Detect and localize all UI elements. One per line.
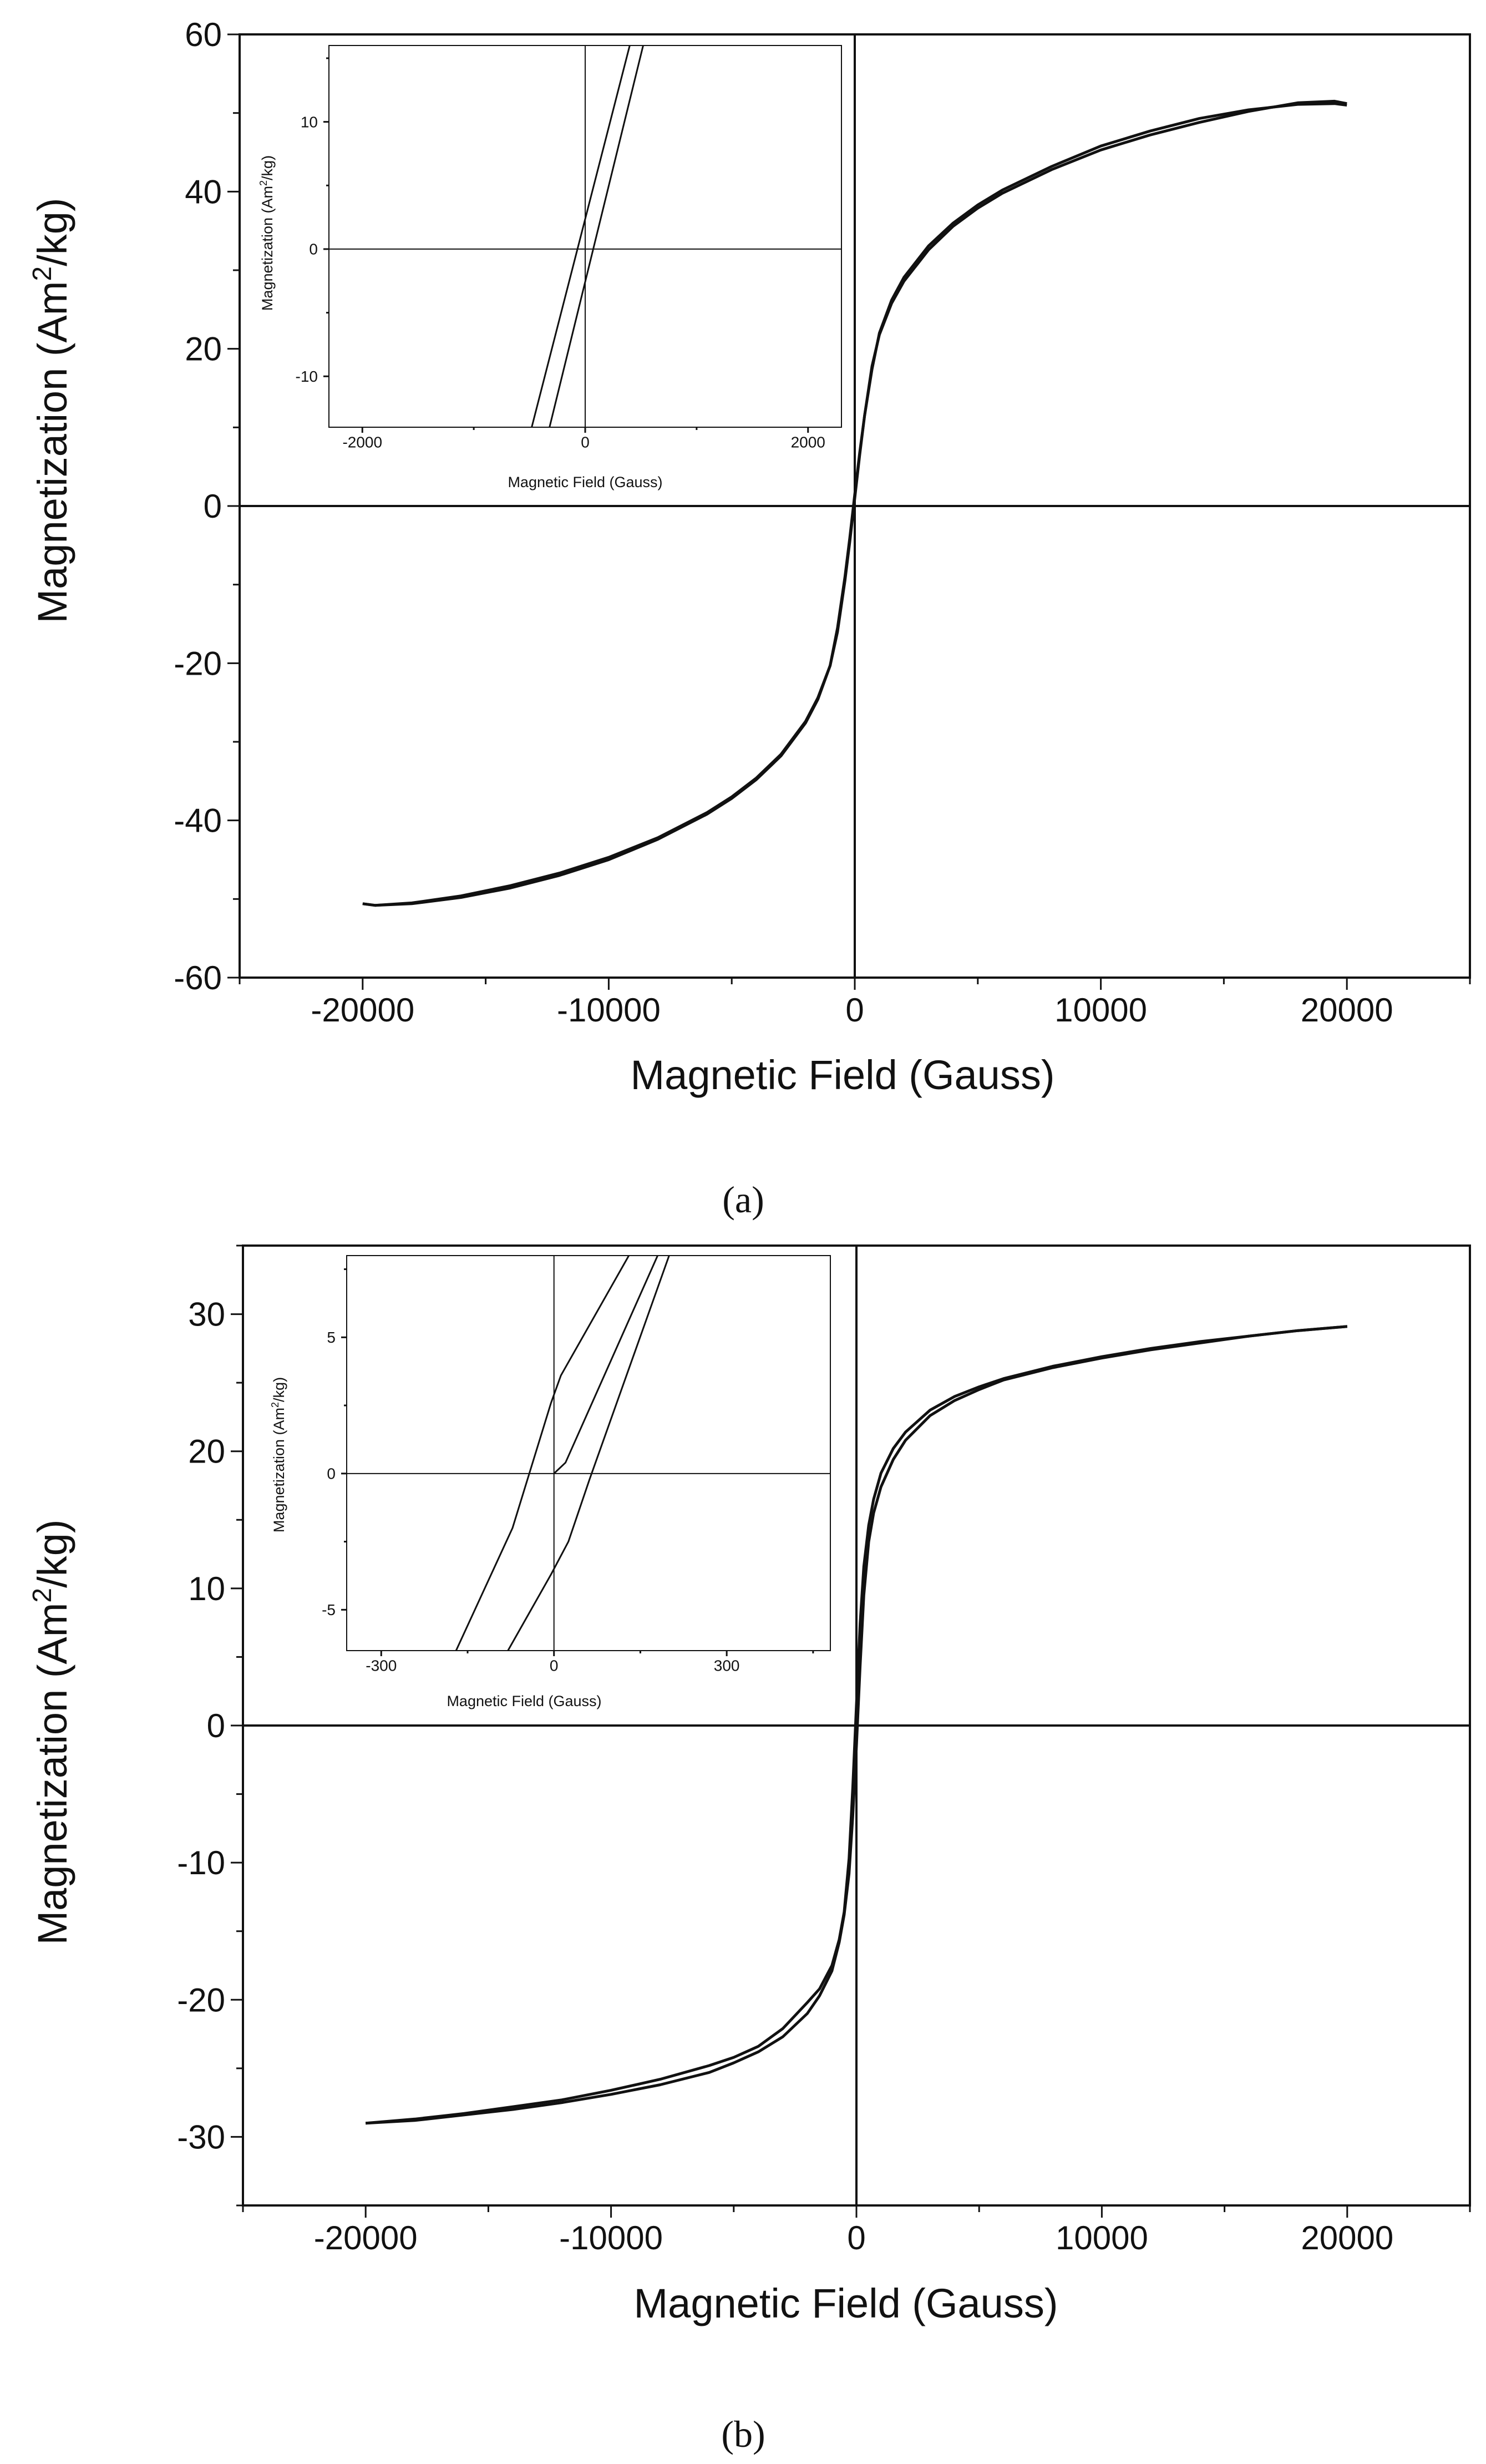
inset-y-axis-title: Magnetization (Am2/kg) <box>258 155 276 311</box>
inset-y-tick-label: 0 <box>327 1465 336 1483</box>
main-x-tick-label: -10000 <box>557 991 661 1029</box>
main-x-tick-label: -10000 <box>559 2219 663 2256</box>
inset-y-tick-label: 10 <box>301 113 318 130</box>
inset-x-axis-title: Magnetic Field (Gauss) <box>447 1693 601 1709</box>
main-y-tick-label: 0 <box>207 1707 225 1744</box>
main-x-tick-label: 20000 <box>1301 991 1393 1029</box>
panel-caption: (a) <box>722 1178 764 1221</box>
inset-x-tick-label: 0 <box>550 1657 559 1674</box>
inset-series-line-1 <box>531 45 631 427</box>
inset-x-tick-label: -300 <box>366 1657 397 1674</box>
main-x-tick-label: 0 <box>845 991 864 1029</box>
panel-a: Magnetization (Am2/kg) Magnetic Field (G… <box>28 16 1471 1221</box>
main-y-tick-label: -20 <box>177 1981 225 2018</box>
inset-plot: -2000 0 2000 -10 0 10 <box>296 45 842 451</box>
panel-caption: (b) <box>721 2413 765 2455</box>
main-y-tick-label: -40 <box>174 802 222 839</box>
inset-y-tick-label: 5 <box>327 1329 336 1346</box>
main-y-tick-label: -60 <box>174 959 222 996</box>
inset-series-line-1 <box>455 1256 630 1651</box>
main-y-tick-label: -10 <box>177 1844 225 1881</box>
inset-series-line-2 <box>507 1256 670 1651</box>
y-axis-title: Magnetization (Am2/kg) <box>28 1520 75 1945</box>
inset-x-tick-label: 2000 <box>791 434 825 451</box>
inset-x-tick-label: 300 <box>714 1657 740 1674</box>
main-y-tick-label: 10 <box>188 1570 225 1607</box>
main-x-tick-label: 10000 <box>1056 2219 1148 2256</box>
main-plot: -20000 -10000 0 10000 20000 -30 -20 -10 0 10 20 30 <box>177 1244 1471 2256</box>
x-axis-title: Magnetic Field (Gauss) <box>631 1052 1055 1098</box>
main-series-line-2 <box>366 1325 1348 2125</box>
main-x-tick-label: 20000 <box>1301 2219 1393 2256</box>
main-y-tick-label: 40 <box>185 173 222 210</box>
inset-y-axis-title: Magnetization (Am2/kg) <box>270 1377 287 1532</box>
main-y-tick-label: 20 <box>185 331 222 368</box>
inset-plot-frame <box>346 1255 831 1651</box>
main-series-line-2 <box>362 102 1347 907</box>
inset-background <box>347 1256 830 1651</box>
inset-a-titles: Magnetic Field (Gauss) Magnetization (Am… <box>258 155 663 490</box>
main-x-tick-label: -20000 <box>311 991 414 1029</box>
main-y-tick-label: -30 <box>177 2118 225 2156</box>
main-y-tick-label: 0 <box>204 488 222 525</box>
y-axis-title: Magnetization (Am2/kg) <box>28 198 75 624</box>
panel-b: Magnetization (Am2/kg) Magnetic Field (G… <box>28 1244 1471 2455</box>
main-y-tick-label: 60 <box>185 16 222 53</box>
inset-y-tick-label: -10 <box>296 368 318 385</box>
inset-plot: -300 0 300 -5 0 5 <box>322 1255 831 1674</box>
inset-x-tick-label: -2000 <box>342 434 382 451</box>
main-y-tick-label: -20 <box>174 645 222 682</box>
inset-b-titles: Magnetic Field (Gauss) Magnetization (Am… <box>270 1377 602 1709</box>
inset-series-line-3 <box>553 1256 658 1474</box>
main-y-tick-label: 20 <box>188 1433 225 1470</box>
main-y-tick-label: 30 <box>188 1296 225 1333</box>
inset-x-axis-title: Magnetic Field (Gauss) <box>508 474 662 490</box>
main-x-tick-label: 10000 <box>1054 991 1147 1029</box>
inset-x-tick-label: 0 <box>581 434 590 451</box>
inset-y-tick-label: -5 <box>322 1601 336 1618</box>
main-x-tick-label: 0 <box>847 2219 865 2256</box>
inset-series-line-2 <box>549 45 644 427</box>
x-axis-title: Magnetic Field (Gauss) <box>634 2280 1058 2326</box>
main-x-tick-label: -20000 <box>314 2219 418 2256</box>
inset-y-tick-label: 0 <box>309 241 318 258</box>
